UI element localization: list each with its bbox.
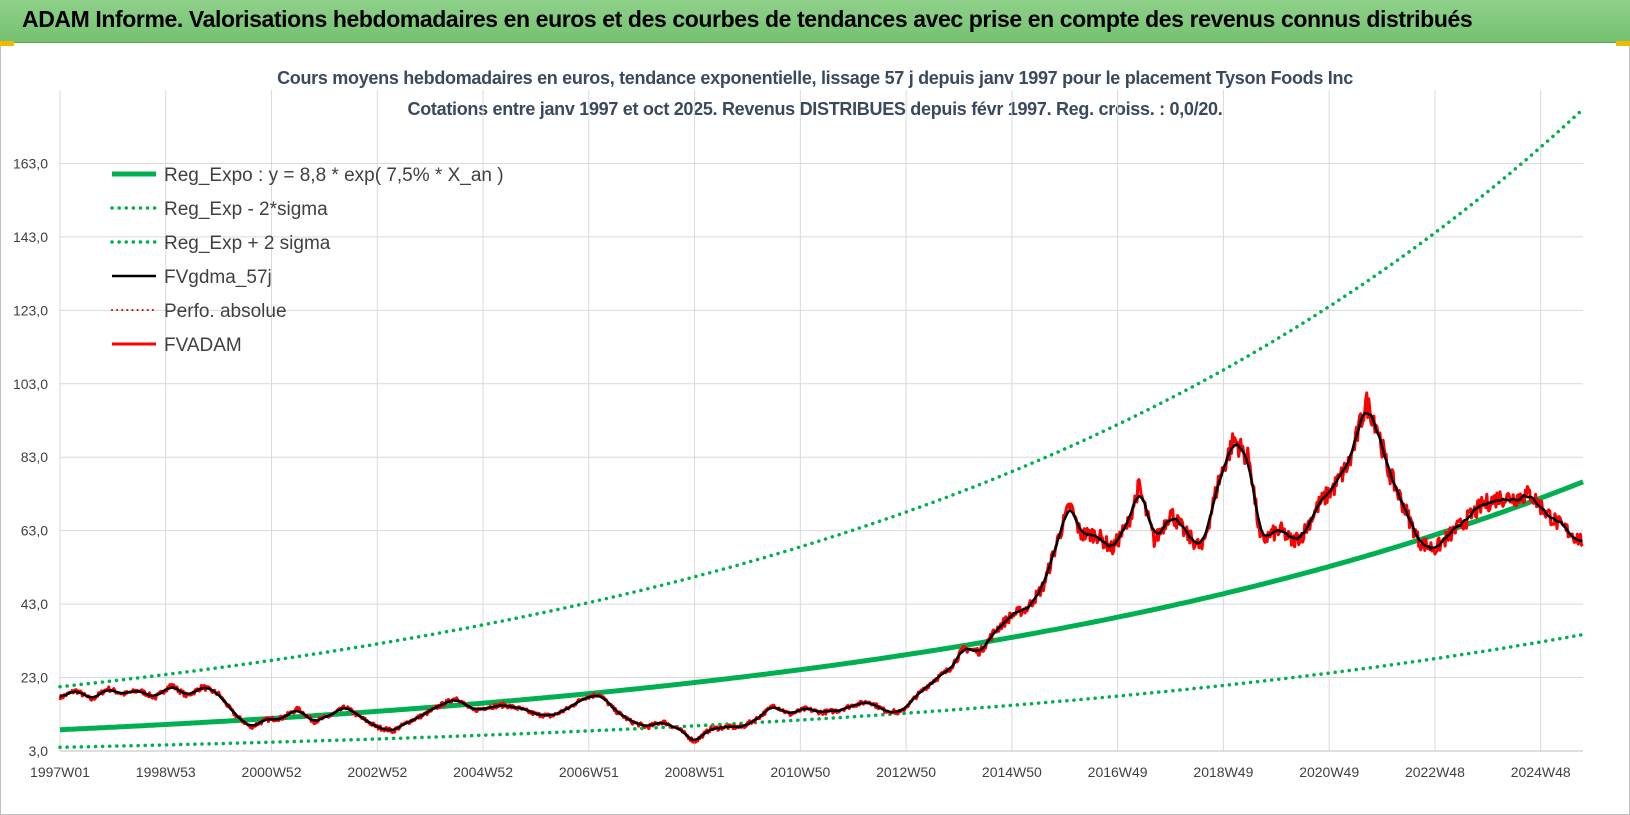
chart-subtitle: Cotations entre janv 1997 et oct 2025. R… xyxy=(407,99,1223,119)
x-tick-label: 2020W49 xyxy=(1299,764,1359,780)
x-tick-label: 2010W50 xyxy=(770,764,830,780)
series-reg-plus-2sigma xyxy=(58,107,1585,689)
x-tick-label: 2000W52 xyxy=(242,764,302,780)
y-tick-label: 163,0 xyxy=(13,155,48,171)
chart-title: Cours moyens hebdomadaires en euros, ten… xyxy=(277,68,1353,88)
series-fvgdma-57j xyxy=(59,411,1583,742)
legend-label: Reg_Expo : y = 8,8 * exp( 7,5% * X_an ) xyxy=(164,165,504,186)
x-tick-label: 2016W49 xyxy=(1088,764,1148,780)
corner-marker-right xyxy=(1616,41,1630,46)
x-tick-label: 2002W52 xyxy=(347,764,407,780)
y-tick-label: 63,0 xyxy=(21,523,48,539)
y-tick-label: 143,0 xyxy=(13,229,48,245)
x-tick-label: 2014W50 xyxy=(982,764,1042,780)
x-tick-label: 2024W48 xyxy=(1511,764,1571,780)
x-tick-label: 2022W48 xyxy=(1405,764,1465,780)
legend-label: Reg_Exp - 2*sigma xyxy=(164,199,328,220)
x-tick-label: 2012W50 xyxy=(876,764,936,780)
legend-label: Perfo. absolue xyxy=(164,301,287,322)
x-tick-label: 1998W53 xyxy=(136,764,196,780)
legend-label: FVADAM xyxy=(164,335,242,356)
series-reg-expo xyxy=(59,479,1584,733)
y-tick-label: 3,0 xyxy=(29,743,49,759)
report-banner: ADAM Informe. Valorisations hebdomadaire… xyxy=(0,0,1630,43)
y-tick-label: 43,0 xyxy=(21,596,48,612)
corner-marker-left xyxy=(0,41,14,46)
x-tick-label: 2008W51 xyxy=(665,764,725,780)
x-tick-label: 1997W01 xyxy=(30,764,90,780)
axes: 3,0 23,0 43,0 63,0 83,0 103,0 123,0 143,0 163,0 1… xyxy=(13,155,1583,780)
series-layer xyxy=(58,107,1585,750)
x-tick-label: 2018W49 xyxy=(1193,764,1253,780)
banner-title: ADAM Informe. Valorisations hebdomadaire… xyxy=(22,6,1473,32)
y-tick-label: 103,0 xyxy=(13,376,48,392)
x-tick-label: 2004W52 xyxy=(453,764,513,780)
series-reg-minus-2sigma xyxy=(58,632,1585,750)
grid-lines xyxy=(59,90,1583,752)
y-tick-label: 83,0 xyxy=(21,449,48,465)
legend-label: Reg_Exp + 2 sigma xyxy=(164,233,331,254)
x-tick-label: 2006W51 xyxy=(559,764,619,780)
y-tick-label: 123,0 xyxy=(13,302,48,318)
y-tick-label: 23,0 xyxy=(21,670,48,686)
legend-label: FVgdma_57j xyxy=(164,267,272,288)
legend: Reg_Expo : y = 8,8 * exp( 7,5% * X_an ) R… xyxy=(110,165,504,356)
